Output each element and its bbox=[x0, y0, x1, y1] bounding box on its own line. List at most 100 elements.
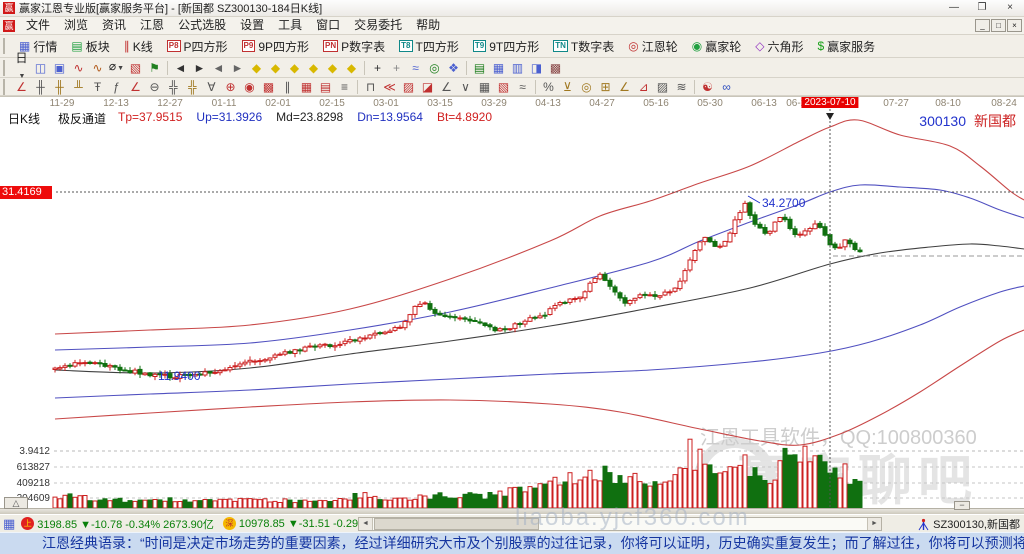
view-tool-icon-13[interactable]: ◆ bbox=[251, 60, 262, 75]
scrollbar-thumb[interactable] bbox=[374, 518, 539, 530]
view-tool-icon-12[interactable]: ► bbox=[231, 60, 244, 75]
menu-item-江恩[interactable]: 江恩 bbox=[140, 18, 165, 32]
mdi-minimize-button[interactable]: _ bbox=[975, 19, 990, 32]
draw-tool-icon-8[interactable]: ╬ bbox=[169, 79, 178, 94]
menu-item-文件[interactable]: 文件 bbox=[26, 18, 51, 32]
toolbar-button-板块[interactable]: ▤ 板块 bbox=[65, 36, 115, 57]
draw-tool-icon-25[interactable]: ▦ bbox=[478, 79, 491, 94]
view-tool-icon-24[interactable]: ❖ bbox=[448, 60, 459, 75]
draw-tool-icon-10[interactable]: ∀ bbox=[207, 79, 216, 94]
draw-tool-icon-5[interactable]: ƒ bbox=[113, 79, 120, 94]
draw-tool-icon-20[interactable]: ≪ bbox=[383, 79, 396, 94]
view-tool-icon-11[interactable]: ◄ bbox=[212, 60, 225, 75]
toolbar-button-T数字表[interactable]: TN T数字表 bbox=[547, 36, 620, 57]
view-tool-icon-0[interactable]: 日▼ bbox=[15, 51, 28, 80]
scroll-right-arrow[interactable]: ► bbox=[867, 518, 881, 530]
shanghai-index-icon[interactable]: 上 bbox=[21, 517, 35, 530]
draw-tool-icon-2[interactable]: ╫ bbox=[55, 79, 64, 94]
draw-tool-icon-6[interactable]: ∠ bbox=[130, 79, 141, 94]
view-tool-icon-7[interactable]: ⚑ bbox=[149, 60, 160, 75]
draw-tool-icon-7[interactable]: ⊖ bbox=[149, 79, 160, 94]
view-tool-icon-10[interactable]: ► bbox=[193, 60, 206, 75]
chart-area[interactable]: 江恩工具软件，QQ:100800360 赢家聊吧 3.9412 613827 40921… bbox=[0, 96, 1024, 510]
shanghai-index-quote[interactable]: 3198.85 ▼-10.78 -0.34% 2673.90亿 bbox=[37, 518, 214, 531]
view-tool-icon-6[interactable]: ▧ bbox=[129, 60, 142, 75]
view-tool-icon-29[interactable]: ◨ bbox=[530, 60, 543, 75]
draw-tool-icon-30[interactable]: ⊻ bbox=[563, 79, 572, 94]
draw-tool-icon-33[interactable]: ∠ bbox=[619, 79, 630, 94]
menu-item-资讯[interactable]: 资讯 bbox=[102, 18, 127, 32]
view-tool-icon-2[interactable]: ▣ bbox=[53, 60, 66, 75]
toolbar-button-P数字表[interactable]: PN P数字表 bbox=[317, 36, 391, 57]
draw-tool-icon-15[interactable]: ▦ bbox=[300, 79, 313, 94]
view-tool-icon-9[interactable]: ◄ bbox=[174, 60, 187, 75]
draw-tool-icon-31[interactable]: ◎ bbox=[581, 79, 592, 94]
toolbar-button-赢家轮[interactable]: ◉ 赢家轮 bbox=[686, 36, 748, 57]
draw-tool-icon-13[interactable]: ▩ bbox=[262, 79, 275, 94]
draw-tool-icon-3[interactable]: ╨ bbox=[74, 79, 83, 94]
draw-tool-icon-39[interactable]: ∞ bbox=[722, 79, 731, 94]
draw-tool-icon-35[interactable]: ▨ bbox=[656, 79, 669, 94]
price-volume-chart[interactable]: 江恩工具软件，QQ:100800360赢家聊吧3.941261382740921… bbox=[0, 97, 1024, 509]
toolbar-button-江恩轮[interactable]: ◎ 江恩轮 bbox=[622, 36, 684, 57]
menu-item-浏览[interactable]: 浏览 bbox=[64, 18, 89, 32]
toolbar-grip[interactable] bbox=[3, 59, 8, 76]
mdi-close-button[interactable]: × bbox=[1007, 19, 1022, 32]
volume-pane-expand-button[interactable]: △ bbox=[4, 497, 28, 509]
view-tool-icon-3[interactable]: ∿ bbox=[73, 60, 84, 75]
view-tool-icon-1[interactable]: ◫ bbox=[34, 60, 47, 75]
menu-item-工具[interactable]: 工具 bbox=[278, 18, 303, 32]
menu-item-帮助[interactable]: 帮助 bbox=[416, 18, 441, 32]
toolbar-button-P四方形[interactable]: P8 P四方形 bbox=[161, 36, 234, 57]
draw-tool-icon-12[interactable]: ◉ bbox=[244, 79, 255, 94]
draw-tool-icon-26[interactable]: ▧ bbox=[497, 79, 510, 94]
draw-tool-icon-29[interactable]: % bbox=[543, 79, 554, 94]
draw-tool-icon-0[interactable]: ∠ bbox=[16, 79, 27, 94]
restore-button[interactable]: ❐ bbox=[977, 1, 987, 13]
draw-tool-icon-16[interactable]: ▤ bbox=[319, 79, 332, 94]
view-tool-icon-21[interactable]: + bbox=[392, 60, 400, 75]
view-tool-icon-17[interactable]: ◆ bbox=[327, 60, 338, 75]
toolbar-button-行情[interactable]: ▦ 行情 bbox=[13, 36, 63, 57]
view-tool-icon-14[interactable]: ◆ bbox=[270, 60, 281, 75]
draw-tool-icon-21[interactable]: ▨ bbox=[402, 79, 415, 94]
view-tool-icon-22[interactable]: ≈ bbox=[412, 60, 419, 75]
menu-item-窗口[interactable]: 窗口 bbox=[316, 18, 341, 32]
market-grid-icon[interactable]: ▦ bbox=[3, 515, 16, 531]
toolbar-button-9T四方形[interactable]: T9 9T四方形 bbox=[467, 36, 545, 57]
toolbar-grip[interactable] bbox=[3, 38, 8, 54]
draw-tool-icon-38[interactable]: ☯ bbox=[702, 79, 713, 94]
toolbar-button-T四方形[interactable]: T8 T四方形 bbox=[393, 36, 465, 57]
view-tool-icon-30[interactable]: ▩ bbox=[549, 60, 562, 75]
draw-tool-icon-23[interactable]: ∠ bbox=[441, 79, 452, 94]
draw-tool-icon-17[interactable]: ≡ bbox=[340, 79, 348, 94]
current-stock-status[interactable]: SZ300130,新国都 bbox=[917, 516, 1020, 532]
volume-pane-minimize-button[interactable]: − bbox=[954, 501, 970, 510]
view-tool-icon-4[interactable]: ∿ bbox=[92, 60, 103, 75]
draw-tool-icon-14[interactable]: ∥ bbox=[284, 79, 291, 94]
view-tool-icon-28[interactable]: ▥ bbox=[511, 60, 524, 75]
view-tool-icon-5[interactable]: ⌀▼ bbox=[108, 59, 125, 73]
view-tool-icon-26[interactable]: ▤ bbox=[473, 60, 486, 75]
toolbar-button-六角形[interactable]: ◇ 六角形 bbox=[749, 36, 809, 57]
draw-tool-icon-19[interactable]: ⊓ bbox=[365, 79, 376, 94]
shenzhen-index-icon[interactable]: 深 bbox=[222, 517, 236, 530]
draw-tool-icon-36[interactable]: ≋ bbox=[676, 79, 687, 94]
draw-tool-icon-4[interactable]: Ŧ bbox=[93, 79, 102, 94]
toolbar-button-9P四方形[interactable]: P9 9P四方形 bbox=[236, 36, 315, 57]
view-tool-icon-27[interactable]: ▦ bbox=[492, 60, 505, 75]
view-tool-icon-18[interactable]: ◆ bbox=[346, 60, 357, 75]
draw-tool-icon-24[interactable]: ∨ bbox=[461, 79, 470, 94]
draw-tool-icon-11[interactable]: ⊕ bbox=[225, 79, 236, 94]
draw-tool-icon-27[interactable]: ≈ bbox=[519, 79, 526, 94]
view-tool-icon-20[interactable]: + bbox=[373, 60, 381, 75]
mdi-restore-button[interactable]: □ bbox=[991, 19, 1006, 32]
menu-item-交易委托[interactable]: 交易委托 bbox=[354, 18, 403, 32]
view-tool-icon-23[interactable]: ◎ bbox=[429, 60, 440, 75]
view-tool-icon-16[interactable]: ◆ bbox=[308, 60, 319, 75]
draw-tool-icon-1[interactable]: ╫ bbox=[36, 79, 45, 94]
minimize-button[interactable]: — bbox=[949, 1, 959, 13]
close-button[interactable]: × bbox=[1007, 1, 1013, 13]
draw-tool-icon-32[interactable]: ⊞ bbox=[600, 79, 611, 94]
draw-tool-icon-34[interactable]: ⊿ bbox=[638, 79, 649, 94]
